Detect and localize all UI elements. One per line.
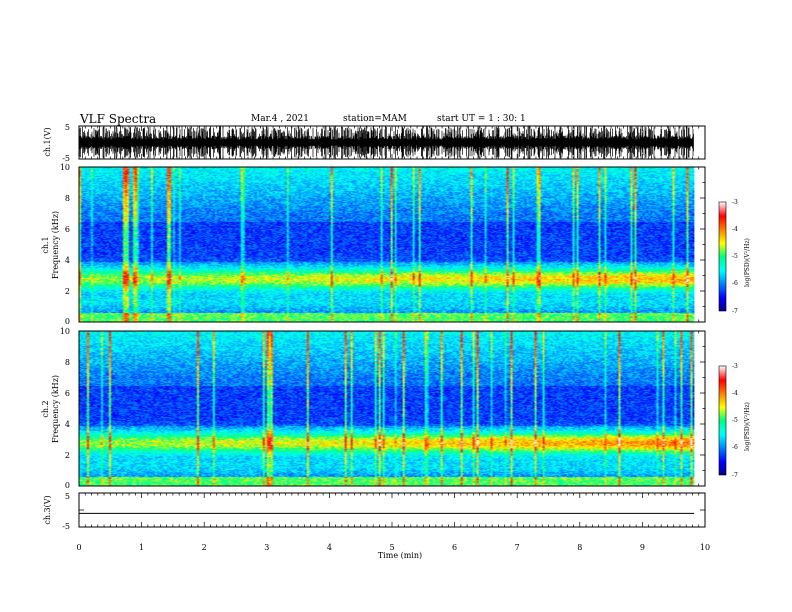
chart-title: VLF Spectra xyxy=(80,112,157,126)
ch2-colorbar-label: log(PSD)(V²/Hz) xyxy=(744,402,751,451)
xtick-7: 7 xyxy=(515,543,520,552)
cb1-tick-m5: -5 xyxy=(732,253,738,260)
ch1-spectrogram-frame xyxy=(78,166,706,323)
start-time-label: start UT = 1 : 30: 1 xyxy=(437,114,526,124)
xtick-0: 0 xyxy=(76,543,81,552)
spec2-ytick-6: 6 xyxy=(65,389,70,398)
ch1-colorbar xyxy=(718,201,727,312)
xtick-4: 4 xyxy=(327,543,332,552)
x-axis-label: Time (min) xyxy=(378,551,422,560)
ch1-waveform-trace xyxy=(78,125,694,160)
spec2-ytick-8: 8 xyxy=(65,358,70,367)
ch1-waveform-frame xyxy=(78,125,706,160)
ch1-spectrogram-channel: ch.1 xyxy=(41,236,50,253)
spec2-ytick-10: 10 xyxy=(60,327,70,336)
xtick-2: 2 xyxy=(202,543,207,552)
ch1-ytick-5: 5 xyxy=(65,123,70,132)
xtick-6: 6 xyxy=(452,543,457,552)
ch1-colorbar-label: log(PSD)(V²/Hz) xyxy=(744,238,751,287)
ch3-waveform-frame xyxy=(78,492,706,528)
spec2-ytick-2: 2 xyxy=(65,451,70,460)
x-tick-labels: 0 1 2 3 4 5 6 7 8 9 10 xyxy=(76,543,710,552)
spec2-ytick-0: 0 xyxy=(65,481,70,490)
spec1-ytick-8: 8 xyxy=(65,194,70,203)
ch2-spectrogram-ylabel: Frequency (kHz) xyxy=(51,375,60,443)
spec1-ytick-10: 10 xyxy=(60,163,70,172)
ch1-spectrogram-ylabel: Frequency (kHz) xyxy=(51,211,60,279)
ch2-spectrogram-image xyxy=(79,331,695,486)
ch2-colorbar xyxy=(718,365,727,476)
spec1-ytick-0: 0 xyxy=(65,317,70,326)
cb1-tick-m4: -4 xyxy=(732,226,738,233)
cb2-tick-m5: -5 xyxy=(732,417,738,424)
ch1-spectrogram-image xyxy=(79,167,695,322)
cb2-tick-m6: -6 xyxy=(732,444,738,451)
xtick-9: 9 xyxy=(640,543,645,552)
ch2-spectrogram-channel: ch.2 xyxy=(41,400,50,417)
xtick-3: 3 xyxy=(264,543,269,552)
ch1-ytick-m5: -5 xyxy=(62,154,70,163)
cb1-tick-m3: -3 xyxy=(732,199,738,206)
spec1-ytick-2: 2 xyxy=(65,287,70,296)
ch2-spectrogram-frame xyxy=(78,330,706,487)
cb2-tick-m3: -3 xyxy=(732,363,738,370)
xtick-5: 5 xyxy=(389,543,394,552)
cb2-tick-m7: -7 xyxy=(732,472,738,479)
xtick-8: 8 xyxy=(577,543,582,552)
ch3-waveform-ylabel: ch.3(V) xyxy=(43,495,52,524)
station-label: station=MAM xyxy=(343,114,407,124)
spec1-ytick-6: 6 xyxy=(65,225,70,234)
ch1-waveform-ylabel: ch.1(V) xyxy=(43,127,52,156)
spec1-ytick-4: 4 xyxy=(65,256,70,265)
xtick-1: 1 xyxy=(139,543,144,552)
spec2-ytick-4: 4 xyxy=(65,420,70,429)
ch3-ytick-m5: -5 xyxy=(62,522,70,531)
cb1-tick-m6: -6 xyxy=(732,280,738,287)
xtick-10: 10 xyxy=(700,543,710,552)
ch3-ytick-5: 5 xyxy=(65,492,70,501)
date-label: Mar.4 , 2021 xyxy=(251,114,309,124)
cb1-tick-m7: -7 xyxy=(732,308,738,315)
cb2-tick-m4: -4 xyxy=(732,390,738,397)
